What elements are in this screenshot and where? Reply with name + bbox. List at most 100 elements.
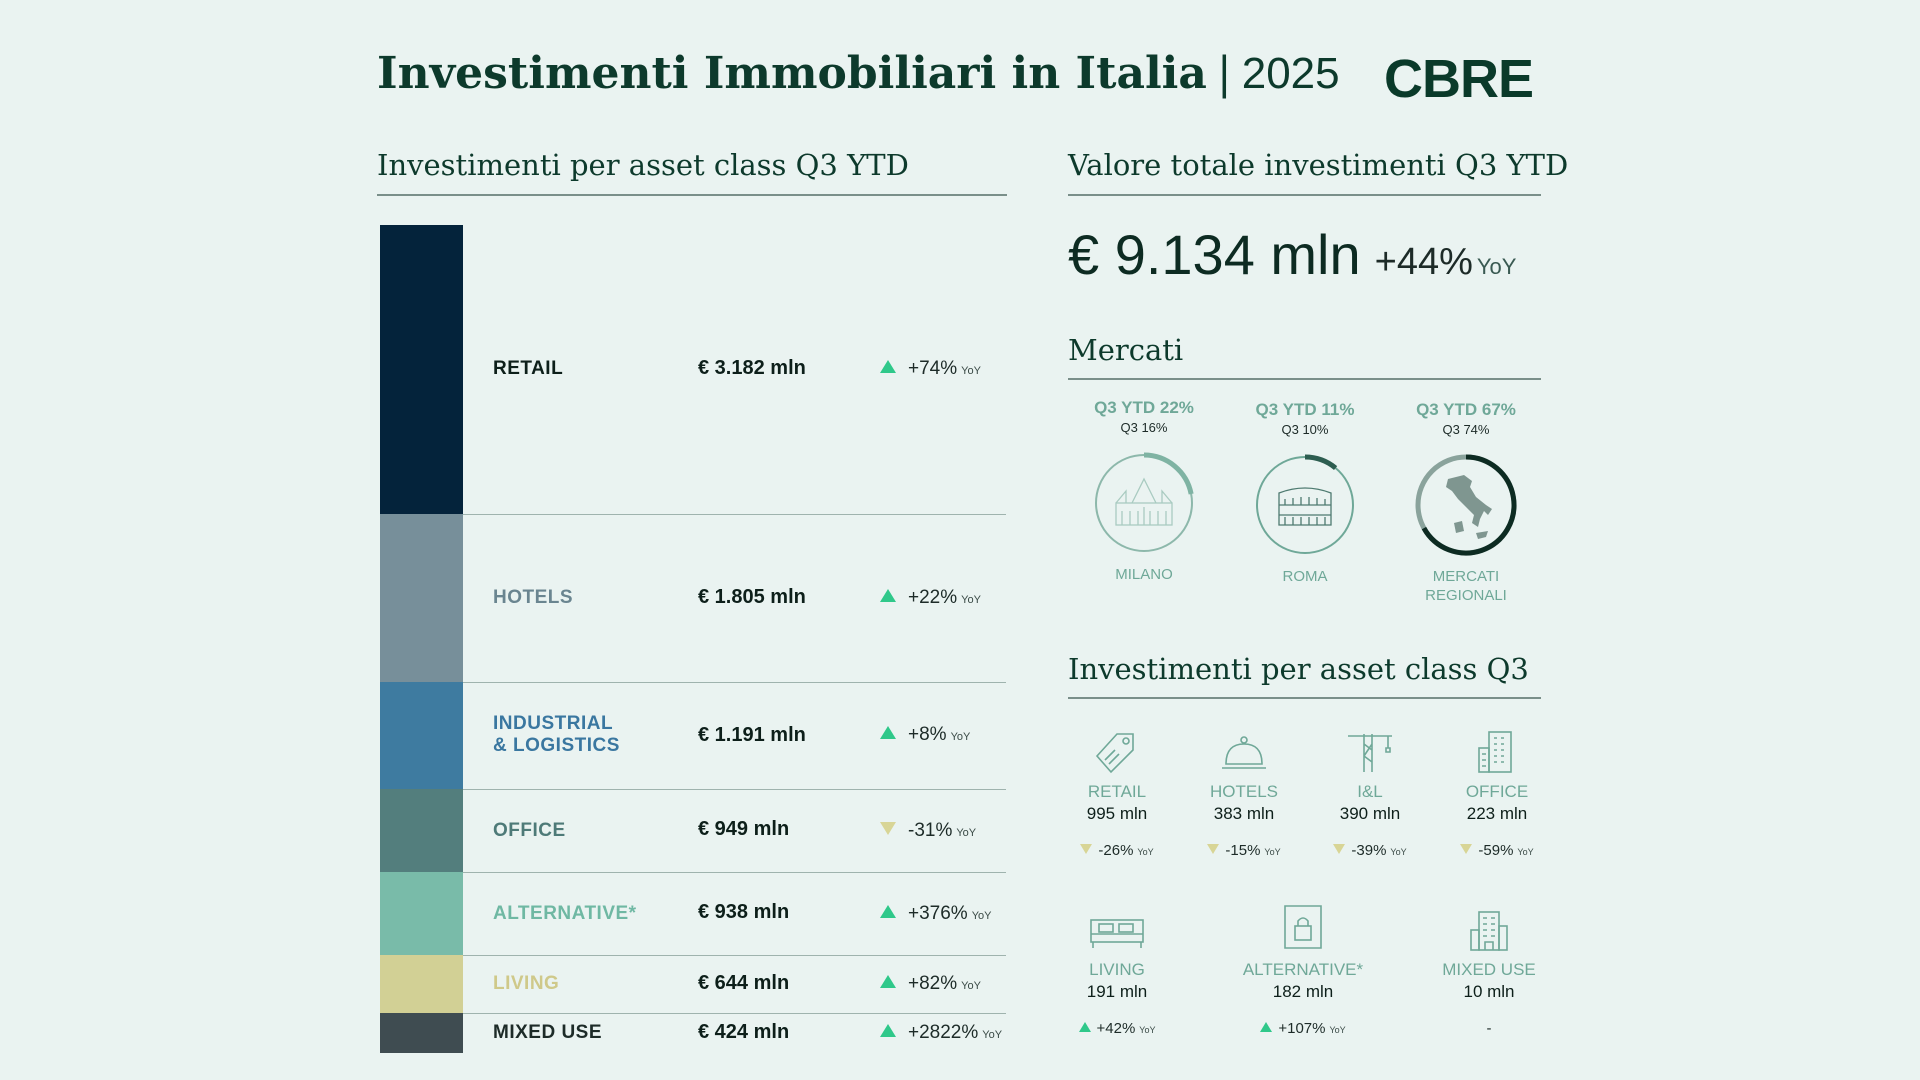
q3-asset-living: LIVING 191 mln +42% YoY bbox=[1047, 904, 1187, 1037]
q3-asset-value: 182 mln bbox=[1272, 982, 1334, 1001]
asset-label: LIVING bbox=[493, 973, 560, 994]
tag-icon bbox=[1095, 733, 1134, 774]
asset-value: € 644 mln bbox=[698, 972, 790, 994]
donut-regionali bbox=[1415, 454, 1517, 556]
q3-asset-mixed-use: MIXED USE 10 mln - bbox=[1419, 904, 1559, 1037]
q3-asset-value: 191 mln bbox=[1086, 982, 1148, 1001]
asset-change: +82% YoY bbox=[880, 973, 981, 995]
row-divider bbox=[463, 682, 1006, 683]
arrow-down-icon bbox=[1080, 844, 1093, 854]
q3-asset-change: - bbox=[1486, 1020, 1492, 1037]
bar-industrial-logistics bbox=[380, 682, 463, 789]
colosseum-icon bbox=[1278, 487, 1332, 526]
q3-asset-value: 223 mln bbox=[1466, 804, 1528, 823]
markets-section-rule bbox=[1068, 378, 1541, 380]
total-value-block: € 9.134 mln +44% YoY bbox=[1068, 222, 1516, 287]
market-name: ROMA bbox=[1282, 568, 1328, 585]
donut-arc bbox=[1421, 454, 1517, 556]
q3-section-title: Investimenti per asset class Q3 bbox=[1068, 652, 1529, 686]
asset-value: € 3.182 mln bbox=[698, 357, 806, 379]
arrow-down-icon bbox=[880, 822, 896, 835]
asset-value: € 1.191 mln bbox=[698, 724, 806, 746]
row-divider bbox=[463, 872, 1006, 873]
market-q3: Q3 74% bbox=[1442, 422, 1490, 437]
q3-asset-change: -26% YoY bbox=[1047, 842, 1187, 859]
q3-asset-label: MIXED USE bbox=[1442, 960, 1536, 979]
q3-asset-change: -59% YoY bbox=[1427, 842, 1567, 859]
q3-asset-hotels: HOTELS 383 mln -15% YoY bbox=[1174, 726, 1314, 859]
q3-asset-change: -15% YoY bbox=[1174, 842, 1314, 859]
donut-milano bbox=[1095, 452, 1194, 552]
total-change: +44% bbox=[1374, 241, 1473, 283]
q3-asset-office: OFFICE 223 mln -59% YoY bbox=[1427, 726, 1567, 859]
arrow-down-icon bbox=[1460, 844, 1473, 854]
bar-living bbox=[380, 955, 463, 1013]
q3-asset-il: I&L 390 mln -39% YoY bbox=[1300, 726, 1440, 859]
title-separator: | bbox=[1216, 48, 1232, 99]
asset-label: HOTELS bbox=[493, 587, 574, 608]
q3-asset-label: RETAIL bbox=[1087, 782, 1147, 801]
q3-asset-label: HOTELS bbox=[1209, 782, 1279, 801]
office-building-icon bbox=[1478, 731, 1512, 773]
title-year: 2025 bbox=[1241, 49, 1340, 98]
market-name: MERCATI REGIONALI bbox=[1425, 568, 1507, 604]
row-divider bbox=[463, 1013, 1006, 1014]
q3-asset-value: 383 mln bbox=[1213, 804, 1275, 823]
asset-value: € 424 mln bbox=[698, 1021, 790, 1043]
asset-value: € 1.805 mln bbox=[698, 586, 806, 608]
market-name: MILANO bbox=[1115, 566, 1173, 583]
q3-asset-change: +107% YoY bbox=[1233, 1020, 1373, 1037]
q3-asset-label: LIVING bbox=[1089, 960, 1145, 979]
bar-retail bbox=[380, 225, 463, 514]
q3-asset-retail: RETAIL 995 mln -26% YoY bbox=[1047, 726, 1187, 859]
market-milano: Q3 YTD 22% Q3 16% MILANO bbox=[1069, 398, 1219, 584]
market-ytd: Q3 YTD 67% bbox=[1416, 400, 1516, 419]
crane-icon bbox=[1348, 734, 1392, 772]
q3-asset-value: 995 mln bbox=[1086, 804, 1148, 823]
arrow-down-icon bbox=[1207, 844, 1220, 854]
q3-asset-label: OFFICE bbox=[1465, 782, 1529, 801]
donut-arc bbox=[1143, 452, 1194, 495]
arrow-up-icon bbox=[1078, 1022, 1091, 1032]
asset-label: ALTERNATIVE* bbox=[493, 903, 637, 924]
row-divider bbox=[463, 789, 1006, 790]
asset-label: RETAIL bbox=[493, 358, 564, 379]
bar-alternative bbox=[380, 872, 463, 955]
asset-change: +376% YoY bbox=[880, 903, 992, 925]
arrow-up-icon bbox=[880, 975, 896, 988]
left-section-rule bbox=[377, 194, 1007, 196]
q3-asset-change: -39% YoY bbox=[1300, 842, 1440, 859]
asset-change: +2822% YoY bbox=[880, 1022, 1002, 1044]
donut-arc bbox=[1304, 454, 1338, 471]
asset-label: MIXED USE bbox=[493, 1022, 603, 1043]
donut-roma bbox=[1256, 454, 1354, 554]
italy-map-icon bbox=[1446, 475, 1492, 539]
bar-mixed-use bbox=[380, 1013, 463, 1053]
q3-asset-label: ALTERNATIVE* bbox=[1242, 960, 1364, 979]
arrow-up-icon bbox=[880, 589, 896, 602]
market-ytd: Q3 YTD 22% bbox=[1094, 398, 1194, 417]
bar-hotels bbox=[380, 514, 463, 682]
row-divider bbox=[463, 514, 1006, 515]
arrow-up-icon bbox=[880, 726, 896, 739]
q3-section-rule bbox=[1068, 697, 1541, 699]
page-title: Investimenti Immobiliari in Italia | 2025 bbox=[377, 48, 1340, 99]
arrow-up-icon bbox=[1260, 1022, 1273, 1032]
asset-change: +8% YoY bbox=[880, 724, 970, 746]
market-ytd: Q3 YTD 11% bbox=[1255, 400, 1355, 419]
asset-label: OFFICE bbox=[493, 820, 566, 841]
asset-label: INDUSTRIAL & LOGISTICS bbox=[493, 713, 620, 756]
asset-change: +22% YoY bbox=[880, 587, 981, 609]
lock-storage-icon bbox=[1284, 905, 1322, 949]
markets-section-title: Mercati bbox=[1068, 333, 1184, 367]
market-q3: Q3 16% bbox=[1120, 420, 1168, 435]
cbre-logo: CBRE bbox=[1384, 49, 1534, 109]
arrow-up-icon bbox=[880, 905, 896, 918]
left-section-title: Investimenti per asset class Q3 YTD bbox=[377, 148, 909, 182]
q3-asset-label: I&L bbox=[1357, 782, 1383, 801]
mixed-building-icon bbox=[1470, 911, 1508, 951]
q3-asset-value: 10 mln bbox=[1463, 982, 1515, 1001]
total-section-title: Valore totale investimenti Q3 YTD bbox=[1068, 148, 1569, 182]
asset-change: -31% YoY bbox=[880, 820, 976, 842]
market-roma: Q3 YTD 11% Q3 10% ROMA bbox=[1230, 400, 1380, 586]
